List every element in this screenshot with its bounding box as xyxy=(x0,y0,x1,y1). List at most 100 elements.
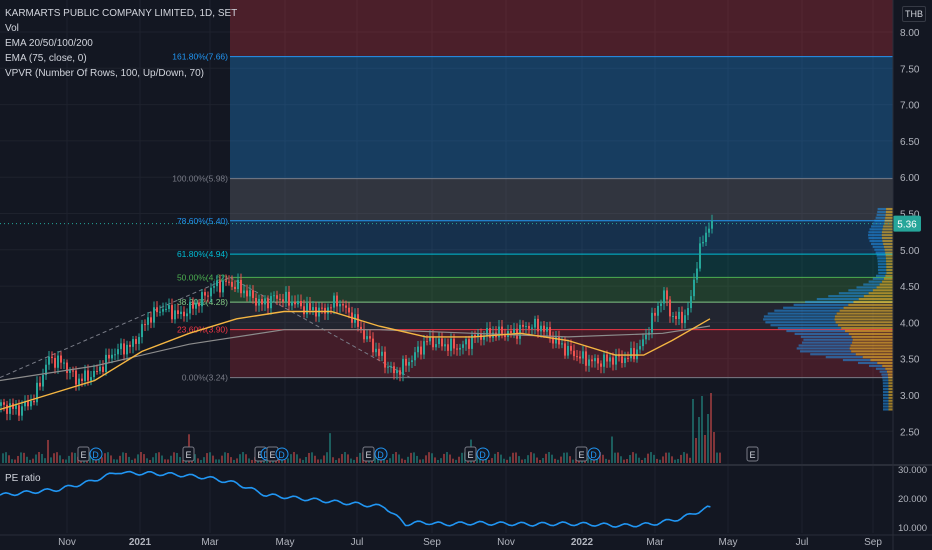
marker-label: E xyxy=(578,450,584,460)
vpvr-bar xyxy=(886,263,893,266)
candle-body xyxy=(459,347,461,350)
candle-body xyxy=(375,348,377,353)
candle-body xyxy=(363,329,365,340)
vpvr-bar xyxy=(876,254,886,257)
marker-box xyxy=(464,446,477,462)
candle-body xyxy=(87,370,89,381)
pe-ratio-label[interactable]: PE ratio xyxy=(5,473,41,484)
x-tick-label: May xyxy=(719,537,738,548)
candle-body xyxy=(513,328,515,333)
marker-label: E xyxy=(269,450,275,460)
volume-bar xyxy=(326,452,328,463)
candle-body xyxy=(381,351,383,356)
volume-bar xyxy=(611,436,613,463)
volume-bar xyxy=(674,459,676,463)
volume-bar xyxy=(179,457,181,463)
vpvr-bar xyxy=(848,303,893,306)
volume-bar xyxy=(683,452,685,463)
volume-bar xyxy=(695,438,697,463)
legend-ema-ribbon[interactable]: EMA 20/50/100/200 xyxy=(5,38,93,49)
legend-vpvr[interactable]: VPVR (Number Of Rows, 100, Up/Down, 70) xyxy=(5,68,204,79)
volume-bar xyxy=(203,457,205,463)
candle-body xyxy=(711,220,713,229)
dividend-marker[interactable]: D xyxy=(476,447,490,461)
vpvr-bar xyxy=(882,399,889,402)
volume-bar xyxy=(8,455,10,463)
marker-box xyxy=(275,447,289,461)
legend-title[interactable]: KARMARTS PUBLIC COMPANY LIMITED, 1D, SET xyxy=(5,8,238,19)
earnings-marker[interactable]: E xyxy=(362,446,375,462)
vpvr-bar xyxy=(798,344,851,347)
candle-body xyxy=(690,296,692,309)
candle-body xyxy=(678,311,680,320)
candle-body xyxy=(261,298,263,305)
candle-body xyxy=(465,339,467,345)
candle-body xyxy=(699,243,701,269)
dividend-marker[interactable]: D xyxy=(275,447,289,461)
y-tick-label: 5.50 xyxy=(900,210,920,221)
candle-body xyxy=(204,292,206,296)
y-tick-label: 3.00 xyxy=(900,391,920,402)
candle-body xyxy=(387,366,389,368)
earnings-marker[interactable]: E xyxy=(77,446,90,462)
vpvr-bar xyxy=(888,396,893,399)
candle-body xyxy=(108,354,110,359)
volume-bar xyxy=(41,453,43,463)
vpvr-bar xyxy=(872,222,884,225)
candle-body xyxy=(297,301,299,305)
vpvr-bar xyxy=(843,306,893,309)
vpvr-bar xyxy=(786,329,846,333)
candle-body xyxy=(693,279,695,297)
candle-body xyxy=(294,301,296,305)
candle-body xyxy=(627,357,629,359)
candle-body xyxy=(468,339,470,349)
candle-body xyxy=(651,312,653,333)
candle-body xyxy=(330,307,332,309)
volume-bar xyxy=(587,457,589,463)
volume-bar xyxy=(350,458,352,463)
candle-body xyxy=(33,400,35,403)
candle-body xyxy=(270,296,272,309)
currency-badge[interactable]: THB xyxy=(902,6,926,22)
dividend-marker[interactable]: D xyxy=(89,447,103,461)
earnings-marker[interactable]: E xyxy=(182,446,195,462)
candle-body xyxy=(684,315,686,324)
volume-bar xyxy=(551,454,553,463)
volume-bar xyxy=(638,457,640,463)
dividend-marker[interactable]: D xyxy=(587,447,601,461)
candle-body xyxy=(54,357,56,368)
volume-bar xyxy=(383,457,385,463)
volume-bar xyxy=(209,452,211,463)
volume-bar xyxy=(488,459,490,463)
earnings-marker[interactable]: E xyxy=(575,446,588,462)
vpvr-bar xyxy=(885,257,893,260)
candle-body xyxy=(282,299,284,302)
legend-volume[interactable]: Vol xyxy=(5,23,19,34)
volume-bar xyxy=(689,457,691,463)
candle-body xyxy=(708,228,710,233)
volume-bar xyxy=(68,455,70,463)
candle-body xyxy=(372,338,374,353)
vpvr-bar xyxy=(834,315,893,318)
dividend-marker[interactable]: D xyxy=(374,447,388,461)
volume-bar xyxy=(35,454,37,463)
vpvr-bar xyxy=(765,321,836,324)
volume-bar xyxy=(446,452,448,463)
volume-bar xyxy=(164,459,166,463)
volume-bar xyxy=(98,459,100,463)
fib-level-label: 61.80%(4.94) xyxy=(177,249,228,259)
volume-bar xyxy=(527,455,529,463)
volume-bar xyxy=(23,452,25,463)
candle-body xyxy=(165,308,167,310)
volume-bar xyxy=(614,452,616,463)
candlestick-series xyxy=(0,214,713,421)
vpvr-bar xyxy=(828,295,864,298)
candle-body xyxy=(312,307,314,311)
candle-body xyxy=(384,351,386,368)
earnings-marker[interactable]: E xyxy=(746,446,759,462)
earnings-marker[interactable]: E xyxy=(464,446,477,462)
vpvr-bar xyxy=(877,361,893,365)
volume-bar xyxy=(107,452,109,463)
legend-ema-75[interactable]: EMA (75, close, 0) xyxy=(5,53,87,64)
